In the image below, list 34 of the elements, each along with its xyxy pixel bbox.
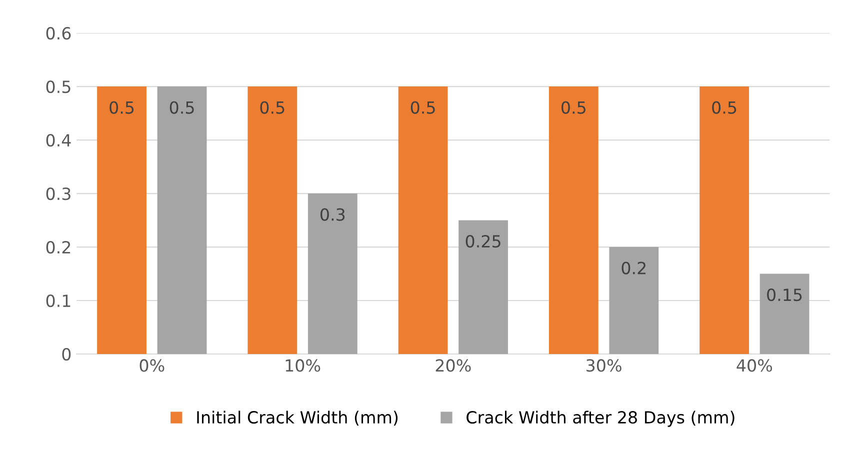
data-label: 0.15 <box>767 288 802 302</box>
data-label: 0.25 <box>466 234 500 248</box>
x-tick-label: 30% <box>586 359 622 372</box>
bar <box>248 86 298 354</box>
data-label: 0.5 <box>170 101 194 114</box>
data-label: 0.5 <box>260 101 284 114</box>
bar <box>308 194 358 354</box>
data-label: 0.5 <box>410 101 435 114</box>
bar <box>700 86 749 354</box>
bar <box>97 86 146 354</box>
legend-label: Crack Width after 28 Days (mm) <box>466 410 734 427</box>
y-tick-label: 0.4 <box>46 134 71 147</box>
data-label: 0.2 <box>622 262 646 274</box>
bar <box>157 86 207 354</box>
y-tick-label: 0.3 <box>46 187 70 200</box>
y-tick-label: 0.1 <box>46 294 70 308</box>
y-tick-label: 0.5 <box>46 80 70 94</box>
x-tick-label: 40% <box>736 359 772 372</box>
y-tick-label: 0 <box>62 348 71 361</box>
bar <box>760 274 810 354</box>
bar <box>609 247 659 354</box>
data-label: 0.5 <box>562 101 586 114</box>
y-tick-label: 0.6 <box>46 27 71 40</box>
data-label: 0.3 <box>320 208 345 221</box>
data-label: 0.5 <box>712 101 736 114</box>
y-tick-label: 0.2 <box>46 240 70 254</box>
bar <box>398 86 448 354</box>
x-tick-label: 10% <box>286 359 320 372</box>
bar <box>548 86 598 354</box>
legend-label: Initial Crack Width (mm) <box>197 410 398 426</box>
x-tick-label: 20% <box>436 359 471 372</box>
data-label: 0.5 <box>110 101 134 114</box>
x-tick-label: 0% <box>140 359 164 372</box>
bar <box>458 220 508 354</box>
